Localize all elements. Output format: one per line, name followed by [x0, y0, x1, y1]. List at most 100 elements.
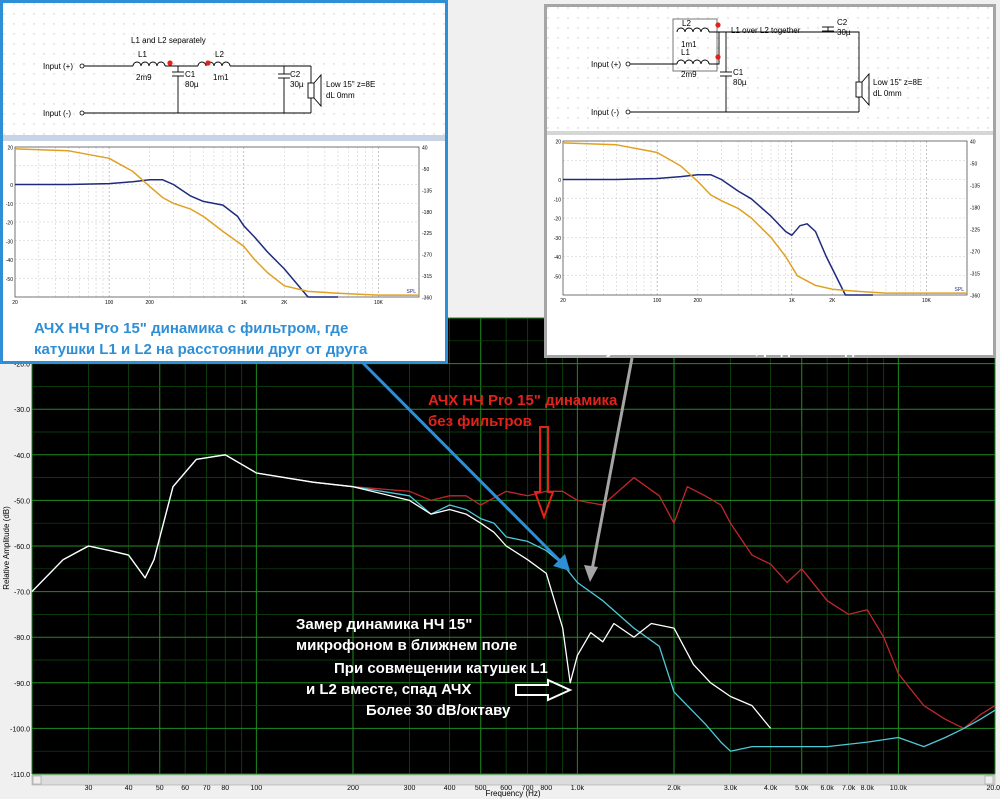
grey-callout-arrowhead	[584, 565, 598, 582]
main-x-tick-label: 2.0k	[667, 785, 681, 792]
right-sim-y2-tick-label: -225	[970, 228, 980, 234]
right-schematic: L1 over L2 together Input (+) Input (-)	[547, 7, 993, 135]
left-sim-x-tick-label: 1K	[241, 300, 248, 306]
left-sim-y2-tick-label: -180	[422, 210, 432, 216]
main-y-tick-label: -90.0	[14, 681, 30, 688]
main-x-tick-label: 8.0k	[861, 785, 875, 792]
main-x-tick-label: 200	[347, 785, 359, 792]
main-x-tick-label: 20.0k	[986, 785, 1000, 792]
right-sim-y-tick-label: -30	[554, 236, 561, 242]
left-c1-value: 80µ	[185, 80, 199, 89]
left-sim-spl-label: SPL	[407, 289, 417, 295]
main-x-tick-label: 30	[85, 785, 93, 792]
left-sim-y2-tick-label: -315	[422, 274, 432, 280]
left-sim-series-line-0	[15, 179, 338, 298]
right-sim-y-tick-label: -10	[554, 197, 561, 203]
left-sim-chart: 200-10-20-30-40-5040-50-135-180-225-270-…	[3, 141, 445, 309]
main-y-tick-label: -70.0	[14, 590, 30, 597]
main-x-tick-label: 300	[404, 785, 416, 792]
right-l2-label: L2	[682, 19, 691, 28]
left-input-plus-label: Input (+)	[43, 62, 73, 71]
left-sim-y-tick-label: -20	[6, 221, 13, 227]
left-caption-line1: АЧХ НЧ Pro 15" динамика с фильтром, где	[34, 320, 349, 337]
main-x-tick-label: 60	[181, 785, 189, 792]
no-filter-caption: АЧХ НЧ Pro 15" динамика без фильтров	[428, 390, 617, 432]
right-c2-label: C2	[837, 18, 848, 27]
left-sim-y2-tick-label: 40	[422, 146, 428, 152]
main-x-tick-label: 50	[156, 785, 164, 792]
main-scrollbar[interactable]	[31, 774, 996, 786]
right-caption-line2: катушка L2 вместе с L1, рядом на одной о…	[582, 341, 913, 358]
right-sim-x-tick-label: 1K	[789, 298, 796, 304]
right-sim-series-line-1	[562, 142, 967, 294]
main-y-tick-label: -30.0	[14, 407, 30, 414]
grey-callout-arrow	[590, 357, 634, 571]
left-filter-panel: L1 and L2 separately Input (+) Input (-)	[0, 0, 448, 364]
right-speaker-dl: dL 0mm	[873, 89, 902, 98]
left-schematic: L1 and L2 separately Input (+) Input (-)	[3, 3, 445, 141]
blue-callout-arrow	[360, 360, 563, 564]
main-x-tick-label: 70	[203, 785, 211, 792]
white-caption-line4: и L2 вместе, спад АЧХ	[306, 681, 472, 698]
main-x-tick-label: 500	[475, 785, 487, 792]
left-speaker-dl: dL 0mm	[326, 91, 355, 100]
left-c2-value: 30µ	[290, 80, 304, 89]
main-series-group	[31, 454, 996, 752]
blue-callout-arrowhead	[553, 554, 570, 571]
left-sim-plot-frame	[14, 146, 420, 298]
main-x-tick-label: 1.0k	[571, 785, 585, 792]
main-x-tick-label: 700	[522, 785, 534, 792]
left-c1-label: C1	[185, 70, 196, 79]
right-l1-value: 2m9	[681, 70, 697, 79]
right-c1-value: 80µ	[733, 78, 747, 87]
right-sim-x-tick-label: 20	[560, 298, 566, 304]
left-sim-y2-tick-label: -225	[422, 231, 432, 237]
right-sim-y2-tick-label: -50	[970, 162, 977, 168]
left-l2-label: L2	[215, 50, 224, 59]
left-sim-y-tick-label: -30	[6, 239, 13, 245]
scroll-left-button[interactable]	[32, 775, 42, 785]
right-input-plus-label: Input (+)	[591, 60, 621, 69]
left-sim-x-tick-label: 10K	[374, 300, 384, 306]
right-sim-y-tick-label: -40	[554, 255, 561, 261]
white-caption-line3: При совмещении катушек L1	[334, 660, 548, 677]
right-sim-y-tick-label: -50	[554, 274, 561, 280]
main-x-tick-label: 600	[500, 785, 512, 792]
right-sim-x-tick-label: 2K	[829, 298, 836, 304]
left-sim-y-tick-label: 0	[10, 183, 13, 189]
main-x-tick-label: 5.0k	[795, 785, 809, 792]
left-sim-y2-tick-label: -135	[422, 188, 432, 194]
white-caption-line5: Более 30 dB/октаву	[366, 702, 511, 719]
left-sim-y2-tick-label: -270	[422, 253, 432, 259]
scroll-right-button[interactable]	[984, 775, 994, 785]
main-series-line-2	[31, 454, 772, 729]
main-x-tick-label: 400	[444, 785, 456, 792]
right-sim-y2-tick-label: -270	[970, 250, 980, 256]
white-right-arrow	[515, 678, 573, 702]
right-l1-label: L1	[681, 48, 690, 57]
left-sim-x-tick-label: 100	[105, 300, 114, 306]
left-sim-y-tick-label: 20	[7, 146, 13, 152]
left-filter-caption: АЧХ НЧ Pro 15" динамика с фильтром, где …	[34, 318, 367, 360]
left-speaker-label: Low 15" z=8E	[326, 80, 375, 89]
main-x-tick-label: 100	[251, 785, 263, 792]
right-sim-y2-tick-label: 40	[970, 140, 976, 146]
right-input-minus-label: Input (-)	[591, 108, 619, 117]
right-speaker-label: Low 15" z=8E	[873, 78, 922, 87]
right-sim-y-tick-label: 0	[558, 178, 561, 184]
main-x-tick-label: 40	[125, 785, 133, 792]
right-sim-grid	[562, 140, 968, 296]
left-sim-series-line-1	[14, 148, 419, 296]
main-grid	[31, 317, 996, 775]
left-l1-value: 2m9	[136, 73, 152, 82]
main-x-tick-label: 7.0k	[842, 785, 856, 792]
left-sim-x-tick-label: 20	[12, 300, 18, 306]
main-y-ticks: -20.0 -30.0 -40.0 -50.0 -60.0 -70.0 -80.0 -90.0…	[10, 362, 30, 779]
main-y-tick-label: -100.0	[10, 726, 30, 733]
main-y-tick-label: -80.0	[14, 635, 30, 642]
left-schematic-title: L1 and L2 separately	[131, 36, 206, 45]
right-caption-line1: АЧХ НЧ Pro 15" динамика с фильтром, где	[582, 320, 897, 337]
main-x-tick-label: 800	[540, 785, 552, 792]
left-sim-y2-tick-label: -50	[422, 167, 429, 173]
main-x-tick-label: 6.0k	[821, 785, 835, 792]
